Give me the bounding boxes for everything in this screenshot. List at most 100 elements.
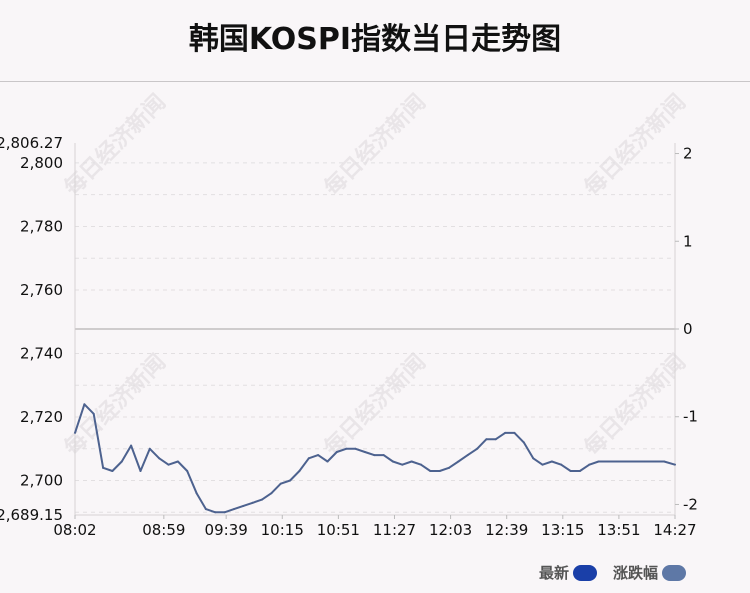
data-point — [513, 431, 516, 434]
data-point — [448, 466, 451, 469]
x-tick-label: 13:51 — [597, 521, 640, 539]
data-point — [148, 447, 151, 450]
data-point — [597, 460, 600, 463]
y-right-tick-label: 1 — [683, 232, 693, 250]
data-point — [102, 466, 105, 469]
data-point — [186, 470, 189, 473]
legend: 最新 涨跌幅 — [523, 562, 686, 583]
data-point — [167, 463, 170, 466]
data-point — [326, 460, 329, 463]
data-point — [204, 508, 207, 511]
data-point — [485, 438, 488, 441]
data-point — [307, 457, 310, 460]
data-point — [251, 501, 254, 504]
y-left-tick-label: 2,780 — [20, 217, 63, 235]
y-right-tick-label: 2 — [683, 145, 693, 163]
y-left-tick-label: 2,689.15 — [0, 506, 63, 524]
data-point — [242, 504, 245, 507]
data-point — [289, 479, 292, 482]
x-tick-label: 10:51 — [317, 521, 360, 539]
data-point — [663, 460, 666, 463]
data-point — [522, 441, 525, 444]
data-point — [111, 470, 114, 473]
data-point — [550, 460, 553, 463]
data-point — [74, 431, 76, 434]
data-point — [158, 457, 161, 460]
data-point — [261, 498, 264, 501]
data-point — [429, 470, 432, 473]
x-tick-label: 10:15 — [261, 521, 304, 539]
data-point — [653, 460, 656, 463]
legend-item-change[interactable]: 涨跌幅 — [613, 562, 686, 583]
data-point — [317, 454, 320, 457]
data-point — [541, 463, 544, 466]
data-point — [674, 463, 676, 466]
data-point — [354, 447, 357, 450]
data-point — [588, 463, 591, 466]
watermark-text: 每日经济新闻 — [319, 349, 431, 461]
data-point — [139, 470, 142, 473]
data-point — [345, 447, 348, 450]
y-left-tick-label: 2,720 — [20, 408, 63, 426]
chart-title: 韩国KOSPI指数当日走势图 — [188, 22, 562, 57]
y-right-tick-label: -2 — [683, 495, 698, 513]
y-left-tick-label: 2,760 — [20, 281, 63, 299]
y-left-tick-label: 2,700 — [20, 472, 63, 490]
x-tick-label: 12:39 — [485, 521, 528, 539]
y-right-tick-label: -1 — [683, 408, 698, 426]
x-tick-label: 11:27 — [373, 521, 416, 539]
data-point — [214, 511, 217, 514]
data-point — [401, 463, 404, 466]
legend-swatch-change — [662, 564, 686, 581]
legend-item-latest[interactable]: 最新 — [539, 562, 597, 583]
watermark-text: 每日经济新闻 — [59, 349, 171, 461]
data-point — [466, 454, 469, 457]
data-point — [298, 470, 301, 473]
data-point — [635, 460, 638, 463]
data-point — [606, 460, 609, 463]
watermark-text: 每日经济新闻 — [579, 89, 691, 201]
data-point — [130, 444, 133, 447]
data-point — [419, 463, 422, 466]
data-point — [616, 460, 619, 463]
data-point — [560, 463, 563, 466]
x-tick-label: 09:39 — [205, 521, 248, 539]
data-point — [391, 460, 394, 463]
data-point — [410, 460, 413, 463]
data-point — [569, 470, 572, 473]
data-point — [373, 454, 376, 457]
watermark-text: 每日经济新闻 — [59, 89, 171, 201]
x-tick-label: 08:59 — [142, 521, 185, 539]
legend-label-change: 涨跌幅 — [612, 564, 658, 582]
x-tick-label: 08:02 — [53, 521, 96, 539]
y-left-tick-label: 2,740 — [20, 344, 63, 362]
legend-swatch-latest — [572, 564, 597, 581]
data-point — [279, 482, 282, 485]
y-right-tick-label: 0 — [683, 320, 693, 338]
data-point — [120, 460, 123, 463]
data-point — [578, 470, 581, 473]
data-point — [176, 460, 179, 463]
data-point — [270, 492, 273, 495]
data-point — [644, 460, 647, 463]
data-point — [92, 412, 95, 415]
data-point — [195, 492, 198, 495]
watermark-text: 每日经济新闻 — [319, 89, 431, 201]
data-point — [504, 431, 507, 434]
data-point — [457, 460, 460, 463]
data-point — [625, 460, 628, 463]
data-point — [363, 450, 366, 453]
title-divider — [0, 81, 750, 82]
legend-label-latest: 最新 — [538, 564, 569, 582]
data-point — [83, 403, 86, 406]
x-tick-label: 14:27 — [653, 521, 696, 539]
x-tick-label: 13:15 — [541, 521, 584, 539]
y-left-tick-label: 2,800 — [20, 154, 63, 172]
data-point — [382, 454, 385, 457]
data-point — [476, 447, 479, 450]
data-point — [438, 470, 441, 473]
data-point — [532, 457, 535, 460]
data-point — [494, 438, 497, 441]
y-left-tick-label: 2,806.27 — [0, 134, 63, 152]
